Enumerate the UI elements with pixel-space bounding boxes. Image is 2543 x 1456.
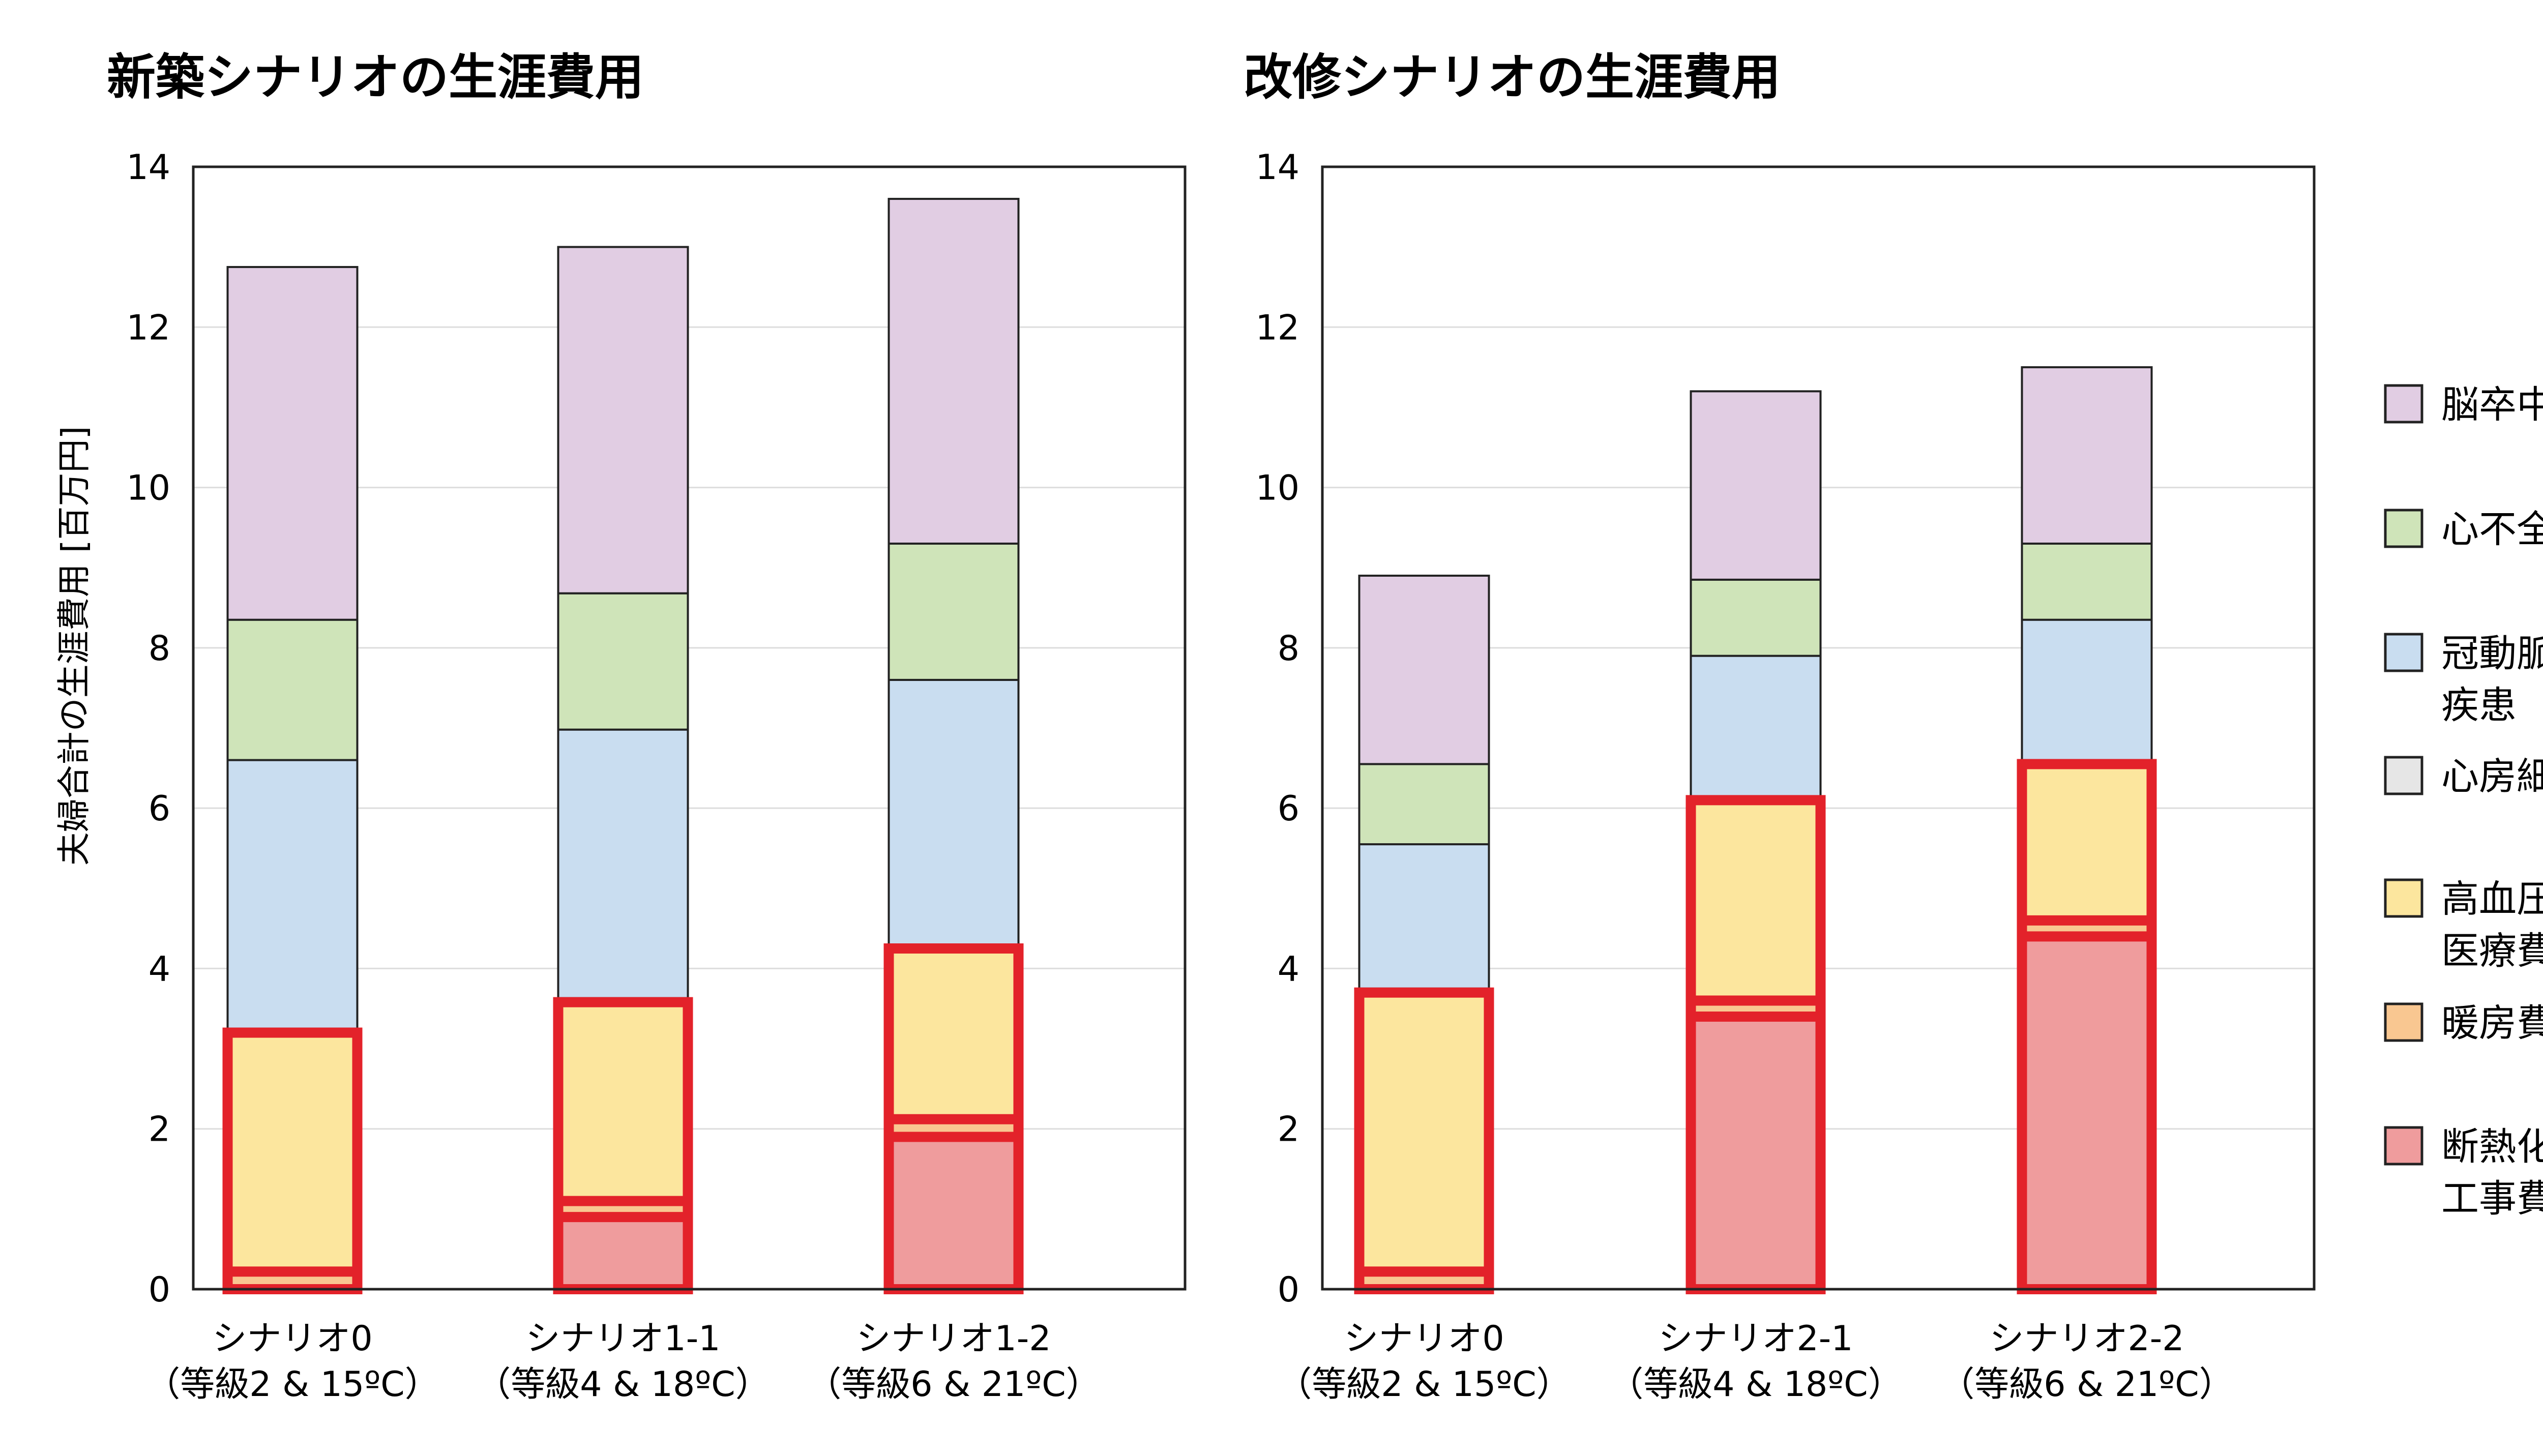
legend: 脳卒中心不全冠動脈疾患心房細動高血圧医療費暖房費断熱化工事費 [2384,383,2543,1221]
y-tick-label: 6 [1278,789,1299,829]
bar-segment--3 [2021,366,2153,545]
y-tick-label: 2 [1278,1110,1299,1150]
legend-label: 心房細動 [2441,755,2543,798]
bar-segment--3 [888,1136,1020,1290]
bar-segment--3 [2021,618,2153,761]
bar-segment--1 [1358,763,1490,846]
bar-segment--1 [1358,574,1490,765]
legend-label: 脳卒中 [2441,383,2543,427]
y-tick-label: 12 [1255,308,1299,348]
chart-panel-new-build: 新築シナリオの生涯費用 夫婦合計の生涯費用 [百万円] 0 2 4 6 8 10 12 14 シ… [54,49,1187,1405]
y-tick-label: 12 [126,308,170,348]
y-tick-label: 2 [149,1110,170,1150]
x-tick-label-sub: （等級4 & 18ºC） [476,1364,770,1405]
bar-segment--2 [557,1216,689,1290]
legend-swatch-5 [2384,878,2423,918]
y-tick-label: 6 [149,789,170,829]
bar-segment--2 [1690,1016,1822,1290]
legend-swatch-4 [2384,756,2423,795]
bar-segment--2 [557,592,689,731]
bar-segment--3 [2021,763,2153,922]
x-tick-label-sub: （等級6 & 21ºC） [807,1364,1101,1405]
y-tick-label: 8 [1278,629,1299,669]
y-tick-label: 14 [1255,147,1299,188]
legend-swatch-3 [2384,633,2423,672]
bar-segment--1 [226,759,359,1030]
legend-label: 疾患 [2441,684,2517,727]
y-tick-label: 10 [1255,468,1299,509]
y-tick-label: 0 [149,1270,170,1310]
x-tick-label: シナリオ0 [212,1319,372,1359]
bar-segment--3 [2021,542,2153,621]
y-tick-label: 0 [1278,1270,1299,1310]
y-tick-label: 4 [149,949,170,989]
x-tick-label: シナリオ2-2 [1989,1319,2184,1359]
bar-segment--2 [557,1001,689,1202]
bar-segment--3 [888,542,1020,681]
legend-label: 工事費 [2441,1177,2543,1221]
x-tick-label-sub: （等級6 & 21ºC） [1940,1364,2234,1405]
x-tick-label-sub: （等級2 & 15ºC） [145,1364,439,1405]
bar-segment--1 [1358,991,1490,1273]
x-tick-label-sub: （等級2 & 15ºC） [1277,1364,1571,1405]
bar-segment--2 [1690,578,1822,657]
bar-segment--2 [557,728,689,999]
legend-label: 心不全 [2441,508,2543,551]
x-tick-label: シナリオ0 [1344,1319,1504,1359]
legend-swatch-1 [2384,384,2423,424]
y-tick-label: 10 [126,468,170,509]
y-tick-label: 14 [126,147,170,188]
x-tick-label: シナリオ2-1 [1658,1319,1853,1359]
bar-segment--3 [888,678,1020,946]
bar-segment--1 [226,266,359,621]
legend-label: 高血圧 [2441,877,2543,921]
bar-segment--3 [2021,935,2153,1291]
bar-segment--3 [888,198,1020,545]
legend-label: 冠動脈 [2441,632,2543,675]
bar-segment--2 [1690,390,1822,581]
plot-frame [1321,165,2316,1291]
x-tick-label: シナリオ1-1 [525,1319,720,1359]
y-axis-label: 夫婦合計の生涯費用 [百万円] [54,426,94,866]
bar-segment--2 [557,246,689,595]
x-tick-label: シナリオ1-2 [856,1319,1051,1359]
x-tick-label-sub: （等級4 & 18ºC） [1609,1364,1903,1405]
chart-title: 改修シナリオの生涯費用 [1244,49,1781,106]
chart-title: 新築シナリオの生涯費用 [107,49,644,106]
legend-label: 断熱化 [2441,1125,2543,1169]
legend-swatch-7 [2384,1126,2423,1166]
bar-segment--2 [1690,799,1822,1002]
legend-label: 医療費 [2441,929,2543,973]
legend-swatch-6 [2384,1002,2423,1042]
chart-panel-renovation: 改修シナリオの生涯費用 0 2 4 6 8 10 12 14 シナリオ0 （等級2 & 15ºC）… [1244,49,2316,1405]
legend-label: 暖房費 [2441,1001,2543,1045]
plot-frame [192,165,1187,1291]
bar-segment--1 [226,618,359,761]
bar-segment--1 [226,1031,359,1273]
y-tick-label: 4 [1278,949,1299,989]
bar-segment--3 [888,947,1020,1120]
legend-swatch-2 [2384,509,2423,548]
bar-segment--1 [1358,843,1490,990]
y-tick-label: 8 [149,629,170,669]
bar-segment--2 [1690,655,1822,797]
